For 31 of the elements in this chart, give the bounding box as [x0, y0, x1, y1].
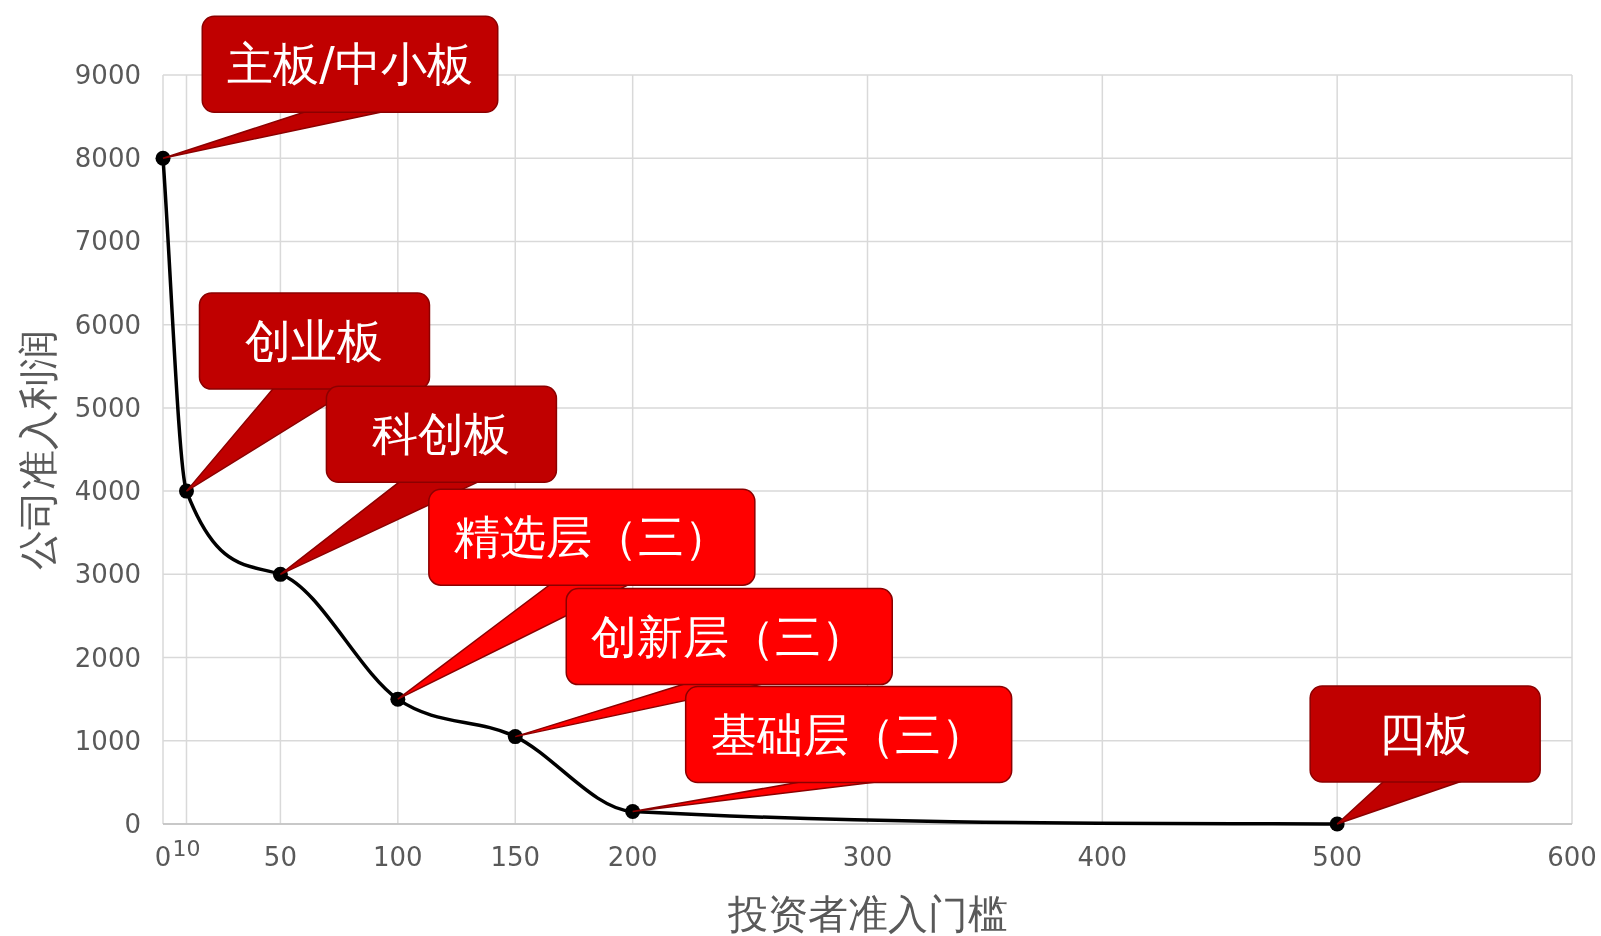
- x-axis-title: 投资者准入门槛: [726, 891, 1008, 936]
- y-tick-label: 0: [124, 809, 141, 839]
- x-tick-label: 100: [373, 842, 423, 872]
- y-tick-label: 1000: [74, 725, 141, 756]
- annotation: 主板/中小板: [227, 37, 473, 92]
- annotation: 创业板: [245, 314, 384, 369]
- x-tick-label: 600: [1547, 842, 1597, 872]
- y-tick-label: 2000: [74, 642, 141, 673]
- annotation: 创新层（三）: [591, 609, 868, 664]
- x-tick-label: 0: [154, 842, 172, 872]
- y-tick-label: 5000: [74, 392, 141, 423]
- x-tick-label: 500: [1312, 842, 1362, 872]
- y-tick-label: 7000: [74, 226, 141, 257]
- y-axis-title: 公司准入利润: [15, 329, 61, 570]
- x-tick-label: 400: [1077, 842, 1128, 872]
- y-tick-label: 8000: [74, 143, 141, 174]
- x-tick-label: 200: [607, 842, 658, 872]
- annotation: 科创板: [372, 407, 511, 462]
- annotation: 四板: [1379, 707, 1472, 761]
- x-tick-label: 50: [263, 842, 297, 872]
- point: [625, 804, 641, 820]
- x-tick-label: 150: [490, 842, 541, 872]
- x-tick-label: 300: [842, 842, 893, 872]
- annotation: 基础层（三）: [710, 707, 987, 762]
- point: [507, 729, 523, 745]
- annotation: 精选层（三）: [453, 510, 730, 565]
- y-tick-label: 4000: [74, 476, 141, 507]
- y-tick-label: 9000: [74, 60, 141, 90]
- y-tick-label: 6000: [74, 309, 141, 340]
- x-tick-label: 10: [172, 836, 201, 861]
- y-tick-label: 3000: [74, 559, 141, 590]
